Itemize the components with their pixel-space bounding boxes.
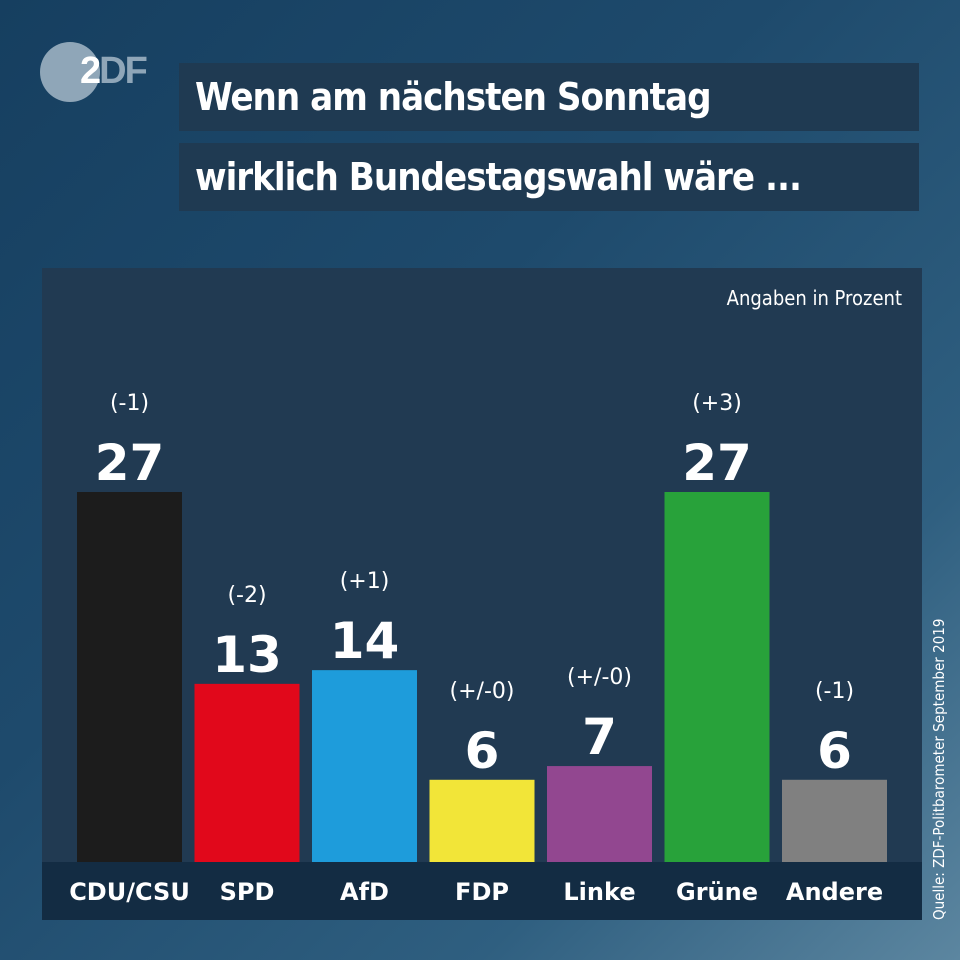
headline-text-1: Wenn am nächsten Sonntag: [195, 75, 712, 119]
logo-disc-icon: [40, 42, 100, 102]
value-label: 13: [212, 626, 282, 684]
change-label: (-2): [227, 583, 266, 608]
category-label: Grüne: [676, 878, 758, 906]
category-axis-strip: [42, 862, 922, 920]
headline-line-2: wirklich Bundestagswahl wäre ...: [179, 143, 919, 211]
value-label: 27: [682, 434, 752, 492]
change-label: (+/-0): [567, 665, 632, 690]
bar-fdp: [429, 779, 535, 862]
zdf-logo: 2DF: [40, 42, 160, 102]
change-label: (+/-0): [450, 679, 515, 704]
change-label: (-1): [815, 679, 854, 704]
value-label: 6: [465, 722, 500, 780]
bar-andere: [782, 779, 887, 862]
bar-linke: [547, 766, 652, 862]
value-label: 14: [330, 612, 400, 670]
headline-text-2: wirklich Bundestagswahl wäre ...: [195, 155, 802, 199]
unit-note: Angaben in Prozent: [726, 286, 902, 310]
change-label: (+3): [692, 391, 742, 416]
value-label: 7: [582, 708, 617, 766]
bar-afd: [312, 670, 417, 862]
category-label: Andere: [786, 878, 883, 906]
bar-spd: [194, 683, 300, 862]
category-label: AfD: [340, 878, 389, 906]
category-label: FDP: [455, 878, 509, 906]
change-label: (+1): [340, 569, 390, 594]
logo-text-2: 2: [80, 50, 101, 92]
bar-cdu-csu: [77, 492, 182, 862]
bar-chart: 27 (-1) CDU/CSU 13 (-2) SPD 14 (+1) AfD 6 (+/-0) FD…: [69, 391, 887, 906]
change-label: (-1): [110, 391, 149, 416]
category-label: SPD: [220, 878, 275, 906]
value-label: 6: [817, 722, 852, 780]
category-label: Linke: [563, 878, 635, 906]
category-label: CDU/CSU: [69, 878, 190, 906]
bar-gr-ne: [664, 492, 770, 862]
logo-text-df: DF: [99, 50, 148, 92]
source-note: Quelle: ZDF-Politbarometer September 201…: [930, 618, 948, 920]
value-label: 27: [95, 434, 165, 492]
headline-line-1: Wenn am nächsten Sonntag: [179, 63, 919, 131]
chart-panel: Angaben in Prozent 27 (-1) CDU/CSU 13 (-2) SP…: [42, 268, 922, 920]
